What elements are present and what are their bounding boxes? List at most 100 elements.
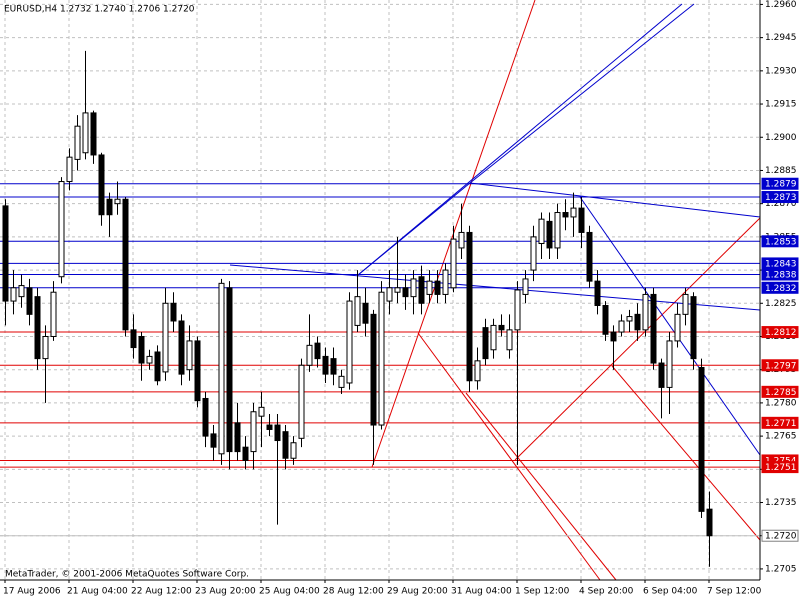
x-tick-label: 17 Aug 2006 — [3, 587, 61, 597]
x-tick-label: 22 Aug 12:00 — [131, 587, 192, 597]
price-box — [761, 268, 799, 281]
trendline — [357, 3, 683, 276]
candle-body — [194, 340, 201, 402]
y-tick-label: 1.2705 — [765, 564, 797, 574]
candle-body — [626, 316, 633, 322]
candle-body — [402, 287, 409, 298]
candle-body — [458, 231, 465, 249]
price-label: 1.2771 — [765, 419, 797, 429]
candle-body — [10, 287, 17, 302]
candle-body — [538, 218, 545, 245]
levels — [0, 183, 760, 537]
candle-body — [362, 302, 369, 324]
chart-title: EURUSD,H4 1.2732 1.2740 1.2706 1.2720 — [4, 5, 195, 15]
candle-body — [410, 278, 417, 298]
price-box — [761, 385, 799, 398]
candle-body — [658, 362, 665, 388]
candle-body — [682, 293, 689, 315]
trendline — [469, 3, 695, 184]
candle-body — [386, 287, 393, 302]
candle-body — [306, 344, 313, 366]
candle-body — [690, 296, 697, 360]
candle-body — [618, 320, 625, 333]
candle-body — [330, 358, 337, 375]
candle-body — [106, 198, 113, 216]
candle-body — [434, 280, 441, 295]
candle-body — [226, 287, 233, 453]
x-tick-label: 23 Aug 20:00 — [195, 587, 256, 597]
candle-body — [466, 231, 473, 382]
candle-body — [698, 366, 705, 512]
candle-body — [298, 364, 305, 439]
x-tick-label: 7 Sep 12:00 — [707, 587, 762, 597]
candle-body — [578, 207, 585, 233]
candle-body — [266, 424, 273, 430]
candle-body — [114, 198, 121, 205]
x-tick-label: 25 Aug 04:00 — [259, 587, 320, 597]
trendlines — [229, 0, 761, 581]
price-box — [761, 416, 799, 429]
copyright: MetaTrader, © 2001-2006 MetaQuotes Softw… — [5, 570, 249, 580]
trendline — [579, 196, 761, 456]
price-label: 1.2853 — [765, 237, 797, 247]
axis-labels: 1.27051.27201.27351.27501.27651.27801.27… — [3, 0, 799, 597]
candle-body — [474, 360, 481, 382]
candle-body — [490, 324, 497, 351]
y-tick-label: 1.2960 — [765, 0, 797, 10]
candle-body — [546, 220, 553, 249]
candle-body — [506, 329, 513, 351]
candle-body — [90, 112, 97, 156]
y-tick-label: 1.2765 — [765, 432, 797, 442]
price-label: 1.2843 — [765, 259, 797, 269]
candle-body — [370, 313, 377, 426]
candle-body — [674, 313, 681, 342]
candle-body — [82, 112, 89, 154]
candle-body — [394, 287, 401, 293]
x-tick-label: 1 Sep 12:00 — [515, 587, 570, 597]
candle-body — [34, 296, 41, 360]
candle-body — [530, 236, 537, 271]
candle-body — [50, 291, 57, 337]
price-box — [761, 191, 799, 204]
candle-body — [514, 289, 521, 331]
candle-body — [706, 508, 713, 537]
y-tick-label: 1.2780 — [765, 398, 797, 408]
candle-body — [482, 327, 489, 360]
candle-body — [642, 293, 649, 331]
price-box — [761, 461, 799, 474]
price-label: 1.2720 — [765, 532, 797, 542]
price-label: 1.2812 — [765, 328, 797, 338]
candle-body — [314, 342, 321, 360]
y-tick-label: 1.2945 — [765, 33, 797, 43]
candle-body — [418, 276, 425, 304]
candle-body — [498, 324, 505, 331]
candle-body — [634, 313, 641, 331]
candle-body — [554, 212, 561, 249]
candle-body — [282, 431, 289, 459]
candle-body — [170, 302, 177, 322]
candle-body — [162, 302, 169, 373]
candle-body — [66, 156, 73, 183]
price-box — [761, 326, 799, 339]
y-tick-label: 1.2825 — [765, 299, 797, 309]
candle-body — [322, 355, 329, 375]
candle-body — [602, 304, 609, 335]
candle-body — [18, 285, 25, 298]
candle-body — [426, 280, 433, 295]
candle-body — [202, 397, 209, 437]
candle-body — [2, 205, 9, 302]
candle-body — [42, 335, 49, 360]
candle-body — [210, 433, 217, 448]
candle-body — [122, 198, 129, 331]
candle-body — [290, 442, 297, 459]
candle-body — [26, 287, 33, 315]
x-tick-label: 31 Aug 04:00 — [451, 587, 512, 597]
trendline — [357, 182, 471, 276]
candle-body — [586, 231, 593, 282]
candle-body — [450, 238, 457, 289]
candle-body — [338, 375, 345, 388]
candles — [2, 50, 713, 567]
candle-body — [666, 340, 673, 388]
